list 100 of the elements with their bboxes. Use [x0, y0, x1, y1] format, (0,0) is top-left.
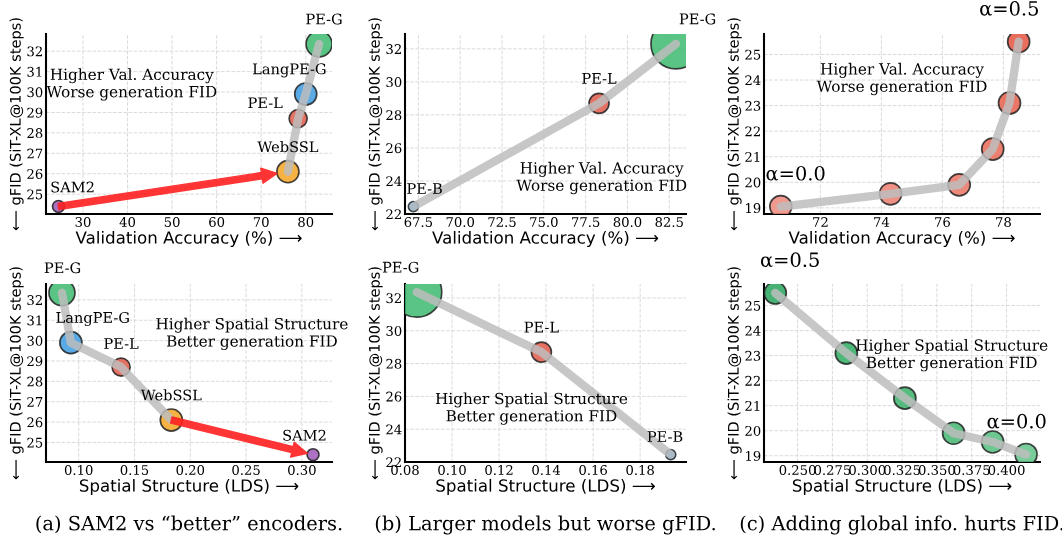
- y-tick-label: 23: [745, 100, 761, 111]
- annotation: LangPE-G: [252, 63, 326, 78]
- annotation: PE-G: [382, 261, 419, 273]
- x-tick-label: 40: [119, 217, 136, 227]
- annotation: PE-L: [248, 97, 283, 109]
- annotation: Higher Spatial Structure Better generation FID: [435, 392, 628, 425]
- y-tick-label: 30: [386, 325, 402, 336]
- y-tick-label: 28: [386, 358, 402, 369]
- x-tick-label: 80.0: [613, 217, 642, 227]
- y-tick-label: 24: [386, 176, 402, 186]
- x-axis-title: Spatial Structure (LDS) ⟶: [79, 478, 299, 496]
- y-tick-label: 28: [386, 110, 402, 121]
- x-tick-label: 0.20: [176, 465, 205, 475]
- x-tick-label: 78: [996, 217, 1011, 227]
- x-axis-title: Validation Accuracy (%) ⟶: [75, 230, 302, 248]
- y-tick-label: 30: [27, 87, 43, 98]
- y-axis-title: ⟵ gFID (SiT-XL@100K steps): [368, 18, 383, 231]
- y-tick-label: 22: [745, 126, 760, 137]
- x-tick-label: 0.15: [120, 465, 149, 475]
- annotation: Higher Spatial Structure Better generation FID: [856, 339, 1048, 372]
- x-tick-label: 30: [75, 217, 91, 227]
- y-tick-label: 22: [386, 209, 401, 220]
- x-tick-label: 72.5: [488, 217, 516, 227]
- x-tick-label: 67.5: [404, 217, 433, 227]
- x-tick-label: 72: [813, 217, 828, 227]
- annotation: PE-B: [647, 431, 683, 442]
- y-tick-label: 20: [745, 425, 761, 436]
- annotation: SAM2: [51, 181, 94, 193]
- y-axis-title: ⟵ gFID (SiT-XL@100K steps): [9, 267, 24, 480]
- annotation: Higher Val. Accuracy Worse generation FID: [516, 161, 687, 195]
- x-tick-label: 0.400: [988, 465, 1025, 475]
- y-tick-label: 22: [386, 457, 401, 468]
- x-tick-label: 77.5: [572, 217, 600, 227]
- y-tick-label: 32: [386, 44, 401, 55]
- annotation: WebSSL: [257, 140, 319, 153]
- annotation: α=0.0: [766, 165, 825, 181]
- x-axis-title: Spatial Structure (LDS) ⟶: [436, 478, 655, 496]
- y-axis-title: ⟵ gFID (SiT-XL@100K steps): [9, 18, 24, 231]
- y-tick-label: 28: [27, 376, 43, 387]
- y-tick-label: 19: [746, 203, 761, 214]
- y-tick-label: 32: [27, 295, 42, 306]
- y-tick-label: 32: [386, 293, 401, 304]
- x-tick-label: 0.25: [232, 465, 260, 475]
- y-tick-label: 27: [27, 396, 43, 407]
- text: (b) Larger models but worse gFID.: [375, 515, 715, 535]
- x-tick-label: 0.250: [779, 465, 816, 475]
- annotation: PE-L: [582, 73, 617, 84]
- text: (a) SAM2 vs “better” encoders.: [36, 515, 342, 534]
- annotation: α=0.0: [987, 413, 1046, 429]
- y-tick-label: 32: [27, 46, 42, 57]
- x-tick-label: 76: [935, 217, 950, 227]
- x-tick-label: 0.16: [579, 465, 607, 475]
- annotation: Higher Val. Accuracy Worse generation FID: [816, 62, 987, 96]
- annotation: α=0.5: [760, 252, 819, 268]
- y-tick-label: 30: [27, 335, 43, 346]
- x-axis-title: Validation Accuracy (%) ⟶: [788, 230, 1015, 248]
- y-tick-label: 28: [27, 128, 43, 139]
- annotation: PE-G: [306, 13, 342, 25]
- annotation: Higher Spatial Structure Better generation FID: [156, 317, 348, 350]
- y-axis-title: ⟵ gFID (SiT-XL@100K steps): [727, 18, 742, 231]
- x-tick-label: 0.10: [438, 465, 466, 475]
- y-tick-label: 20: [745, 177, 761, 188]
- annotation: α=0.5: [980, 0, 1038, 16]
- annotation: WebSSL: [140, 389, 202, 401]
- x-tick-label: 0.375: [953, 465, 990, 475]
- x-axis-title: Validation Accuracy (%) ⟶: [432, 230, 659, 248]
- y-tick-label: 24: [745, 75, 761, 86]
- x-tick-label: 0.08: [391, 465, 419, 475]
- annotation: PE-B: [407, 183, 442, 194]
- annotation: LangPE-G: [56, 311, 129, 326]
- x-tick-label: 50: [164, 217, 180, 227]
- y-axis-title: ⟵ gFID (SiT-XL@100K steps): [368, 267, 383, 480]
- x-tick-label: 0.30: [288, 465, 316, 475]
- y-tick-label: 25: [745, 300, 761, 311]
- annotation: PE-L: [104, 338, 139, 349]
- x-tick-label: 0.18: [626, 465, 654, 475]
- x-tick-label: 0.300: [849, 465, 886, 475]
- x-tick-label: 0.10: [64, 465, 93, 475]
- y-tick-label: 21: [745, 151, 760, 162]
- annotation: PE-L: [524, 321, 559, 333]
- y-tick-label: 22: [745, 375, 760, 386]
- y-tick-label: 25: [27, 189, 43, 200]
- y-tick-label: 29: [27, 356, 43, 367]
- y-tick-label: 21: [745, 400, 760, 411]
- annotation: PE-G: [44, 262, 81, 274]
- y-tick-label: 31: [27, 66, 42, 77]
- y-tick-label: 31: [27, 315, 42, 326]
- y-tick-label: 26: [386, 143, 402, 154]
- x-tick-label: 80: [298, 217, 314, 227]
- y-tick-label: 26: [386, 391, 402, 402]
- y-tick-label: 26: [27, 168, 43, 179]
- y-tick-label: 30: [386, 77, 402, 88]
- y-axis-title: ⟵ gFID (SiT-XL@100K steps): [727, 267, 742, 480]
- x-tick-label: 70: [253, 217, 269, 227]
- y-tick-label: 26: [27, 417, 43, 428]
- y-tick-label: 24: [386, 424, 402, 435]
- text: (c) Adding global info. hurts FID.: [740, 515, 1062, 535]
- x-tick-label: 0.12: [485, 465, 513, 475]
- x-tick-label: 70.0: [446, 217, 475, 227]
- x-tick-label: 60: [209, 217, 225, 227]
